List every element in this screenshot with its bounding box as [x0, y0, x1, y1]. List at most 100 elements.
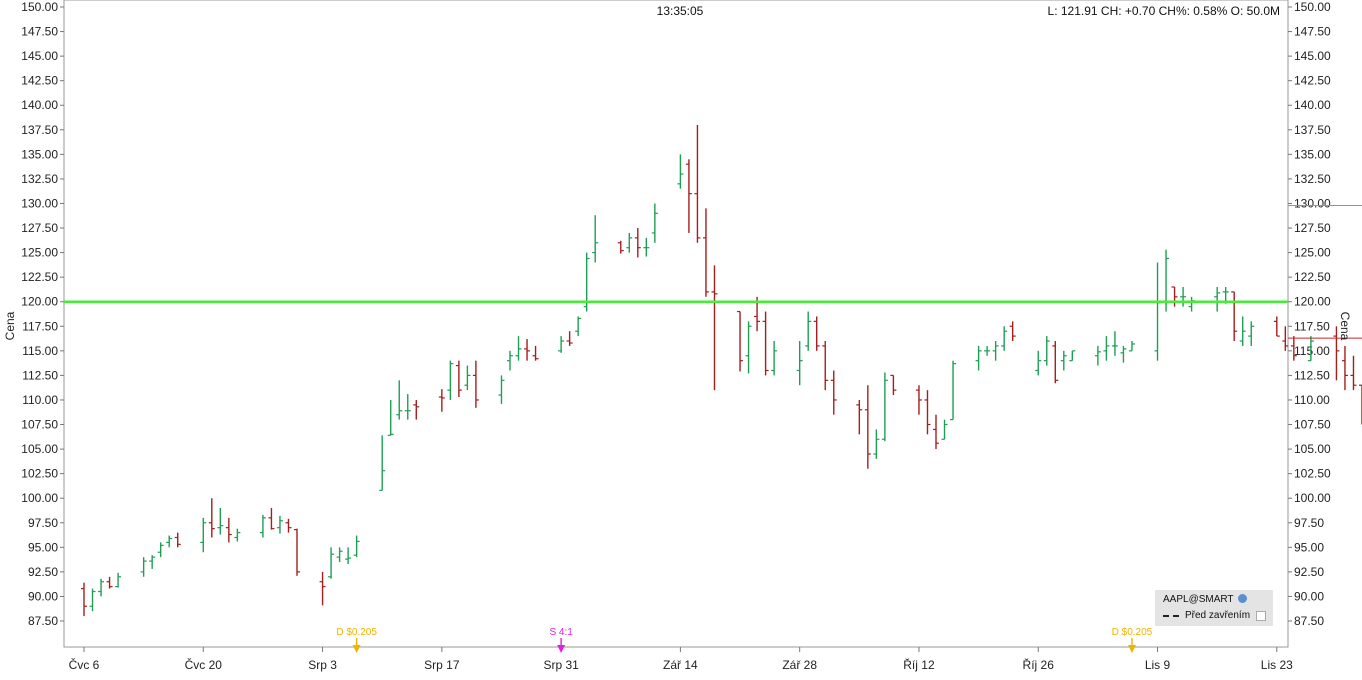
ohlc-bar — [464, 365, 471, 391]
ohlc-bar — [1120, 345, 1127, 363]
y-tick-label-right: 127.50 — [1294, 221, 1331, 235]
y-tick-label-right: 95.00 — [1294, 540, 1324, 554]
ohlc-bar — [558, 336, 565, 353]
ohlc-bar — [890, 374, 897, 396]
legend-symbol: AAPL@SMART — [1163, 594, 1234, 605]
x-tick-label: Lis 23 — [1261, 658, 1293, 672]
ohlc-bar — [140, 557, 147, 577]
ohlc-bar — [702, 208, 709, 297]
plot-area[interactable] — [63, 0, 1289, 648]
ohlc-bar — [1180, 286, 1187, 307]
ohlc-bar — [98, 578, 105, 597]
symbol-legend[interactable]: AAPL@SMART Před zavřením — [1155, 590, 1273, 626]
ohlc-bar — [856, 399, 863, 435]
ohlc-bar — [634, 228, 641, 258]
y-tick-label-right: 90.00 — [1294, 589, 1324, 603]
y-tick-label-left: 112.50 — [22, 368, 58, 382]
ohlc-bar — [813, 316, 820, 351]
y-tick-label-left: 117.50 — [22, 319, 58, 333]
ohlc-bar — [651, 203, 658, 243]
y-tick-label-left: 102.50 — [21, 467, 58, 481]
y-tick-label-right: 125.00 — [1294, 246, 1331, 260]
level-lines[interactable]: predaj put opciipredaj call opcie — [64, 181, 1362, 358]
ohlc-bar — [915, 385, 922, 415]
x-tick-label: Říj 26 — [1023, 657, 1055, 672]
ohlc-bar — [745, 321, 752, 374]
ohlc-bar — [711, 265, 718, 391]
ohlc-bar — [404, 394, 411, 420]
header-time: 13:35:05 — [657, 4, 704, 18]
ohlc-bar — [950, 360, 957, 421]
ohlc-bar — [796, 341, 803, 386]
ohlc-bar — [1001, 326, 1008, 351]
x-tick-label: Zář 14 — [663, 658, 698, 672]
dashed-line-icon — [1163, 614, 1179, 617]
ohlc-bar — [1060, 350, 1067, 371]
ohlc-bar — [345, 547, 352, 565]
ohlc-bar — [864, 385, 871, 469]
ohlc-bar — [225, 517, 232, 543]
event-arrow-icon — [1127, 645, 1136, 653]
y-tick-label-left: 122.50 — [21, 270, 58, 284]
y-tick-label-right: 100.00 — [1294, 491, 1331, 505]
y-tick-label-left: 92.50 — [28, 565, 58, 579]
checkbox-icon[interactable] — [1256, 610, 1267, 621]
ohlc-bar — [566, 331, 573, 346]
event-arrow-icon — [557, 645, 566, 653]
ohlc-bar — [992, 341, 999, 361]
ohlc-bar — [294, 528, 300, 576]
ohlc-bar — [984, 345, 991, 356]
x-tick-label: Říj 12 — [903, 657, 935, 672]
y-tick-label-right: 132.50 — [1294, 172, 1331, 186]
ohlc-bar — [157, 542, 164, 558]
ohlc-bar — [1333, 326, 1340, 381]
ohlc-bars — [81, 124, 1362, 617]
y-tick-label-left: 145.00 — [21, 49, 58, 63]
ohlc-bar — [455, 360, 462, 398]
y-tick-label-left: 130.00 — [21, 196, 58, 210]
ohlc-bar — [166, 535, 173, 548]
ohlc-bar — [81, 582, 87, 617]
y-tick-label-left: 107.50 — [21, 418, 58, 432]
ohlc-bar — [1128, 341, 1135, 352]
y-axis-title-left: Cena — [3, 311, 17, 340]
ohlc-bar — [881, 372, 888, 442]
y-tick-label-right: 117.50 — [1294, 319, 1330, 333]
legend-symbol-row[interactable]: AAPL@SMART — [1163, 594, 1247, 605]
ohlc-bar — [174, 532, 181, 548]
ohlc-bar — [1282, 326, 1289, 351]
legend-session-row[interactable]: Před zavřením — [1163, 610, 1267, 621]
ohlc-bar — [575, 316, 582, 337]
ohlc-bar — [1171, 286, 1178, 307]
y-tick-label-right: 102.50 — [1294, 467, 1331, 481]
ohlc-bar — [438, 389, 445, 412]
x-axis: Čvc 6 Čvc 20 Srp 3 Srp 17 Srp 31 Zář 14 Zář 28… — [69, 647, 1293, 672]
x-tick-label: Čvc 6 — [69, 657, 100, 672]
ohlc-bar — [532, 345, 539, 361]
y-tick-label-right: 112.50 — [1294, 368, 1330, 382]
y-tick-label-left: 110.00 — [22, 393, 58, 407]
y-tick-label-right: 105.00 — [1294, 442, 1331, 456]
y-tick-label-left: 115.00 — [22, 344, 58, 358]
y-axis-title-right: Cena — [1338, 312, 1352, 341]
ohlc-bar — [498, 375, 505, 404]
ohlc-bar — [762, 311, 769, 376]
ohlc-bar — [276, 515, 283, 534]
legend-session: Před zavřením — [1185, 610, 1251, 621]
y-tick-label-right: 110.00 — [1294, 393, 1330, 407]
ohlc-bar — [1231, 291, 1238, 342]
ohlc-bar — [1035, 350, 1042, 376]
ohlc-bar — [1350, 355, 1357, 391]
ohlc-bar — [1052, 341, 1059, 384]
ohlc-bar — [149, 555, 156, 569]
y-tick-label-left: 105.00 — [21, 442, 58, 456]
x-tick-label: Zář 28 — [782, 658, 817, 672]
x-tick-label: Srp 31 — [543, 658, 579, 672]
ohlc-bar — [933, 414, 939, 450]
y-tick-label-left: 132.50 — [21, 172, 58, 186]
ohlc-bar — [106, 576, 113, 589]
ohlc-bar — [319, 571, 326, 606]
y-axis-right: 87.50 90.00 92.50 95.00 97.50 100.00 102.50 105… — [1288, 0, 1331, 628]
ohlc-bar — [234, 528, 241, 542]
